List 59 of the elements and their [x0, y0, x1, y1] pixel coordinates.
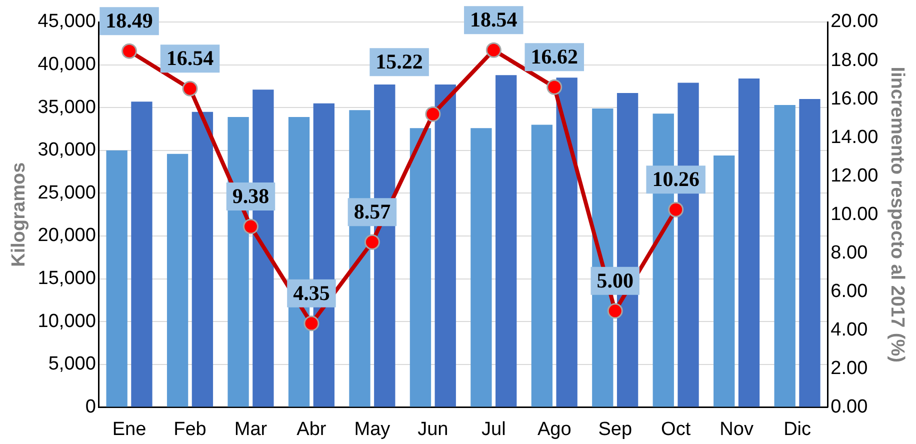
x-tick-label: Dic [784, 418, 812, 440]
data-label: 15.22 [376, 49, 423, 74]
data-label: 8.57 [354, 200, 391, 224]
bar [531, 124, 553, 407]
x-tick-label: Jun [418, 418, 448, 440]
x-tick-label: Ago [537, 418, 572, 440]
bar [799, 99, 820, 407]
data-label: 16.54 [166, 46, 214, 70]
data-label: 5.00 [596, 268, 634, 292]
y-tick-label: 45,000 [38, 11, 96, 32]
bar [166, 154, 188, 407]
y2-tick-label: 6.00 [830, 280, 868, 302]
bar [556, 78, 578, 407]
bar [434, 84, 456, 407]
x-tick-label: Sep [598, 418, 632, 440]
y-tick-label: 35,000 [38, 96, 96, 118]
y-axis-title: Kilogramos [8, 162, 30, 267]
x-tick-label: Oct [661, 418, 692, 440]
x-tick-label: Nov [720, 418, 754, 440]
x-tick-label: Abr [296, 418, 327, 440]
bar [106, 150, 128, 407]
y-tick-label: 15,000 [38, 268, 96, 290]
x-tick-label: May [354, 418, 391, 440]
bar [714, 156, 735, 407]
x-tick-label: Ene [112, 418, 146, 440]
y2-tick-label: 14.00 [830, 126, 878, 148]
y2-tick-label: 20.00 [830, 11, 878, 32]
bar [774, 105, 796, 407]
y2-tick-label: 10.00 [830, 204, 878, 225]
x-tick-label: Mar [234, 418, 268, 440]
bar [738, 78, 760, 407]
bar [410, 128, 432, 407]
bar [496, 75, 517, 407]
data-label: 18.49 [106, 8, 153, 33]
data-label: 18.54 [470, 8, 518, 32]
bar [131, 102, 152, 407]
y2-axis-title: Iincremento respecto al 2017 (%) [886, 66, 908, 362]
data-label: 9.38 [232, 184, 270, 208]
y-tick-label: 0 [85, 396, 96, 418]
y-tick-label: 40,000 [38, 54, 96, 76]
y2-tick-label: 12.00 [830, 165, 878, 186]
bar [470, 128, 492, 407]
y2-tick-label: 8.00 [830, 242, 868, 264]
data-label: 16.62 [530, 44, 578, 69]
data-label: 4.35 [293, 280, 330, 305]
y2-tick-label: 0.00 [830, 396, 868, 418]
y-tick-label: 5,000 [48, 354, 96, 375]
bar [192, 112, 214, 407]
y-tick-label: 20,000 [38, 225, 96, 246]
y-tick-label: 25,000 [38, 182, 96, 204]
y2-tick-label: 18.00 [830, 50, 878, 71]
x-tick-label: Jul [482, 418, 506, 440]
y2-tick-label: 4.00 [830, 319, 868, 340]
data-label: 10.26 [652, 167, 700, 192]
y2-tick-label: 2.00 [830, 358, 868, 379]
y-tick-label: 30,000 [38, 140, 96, 161]
x-tick-label: Feb [174, 418, 206, 440]
y2-tick-label: 16.00 [830, 88, 878, 110]
y-tick-label: 10,000 [38, 310, 96, 332]
